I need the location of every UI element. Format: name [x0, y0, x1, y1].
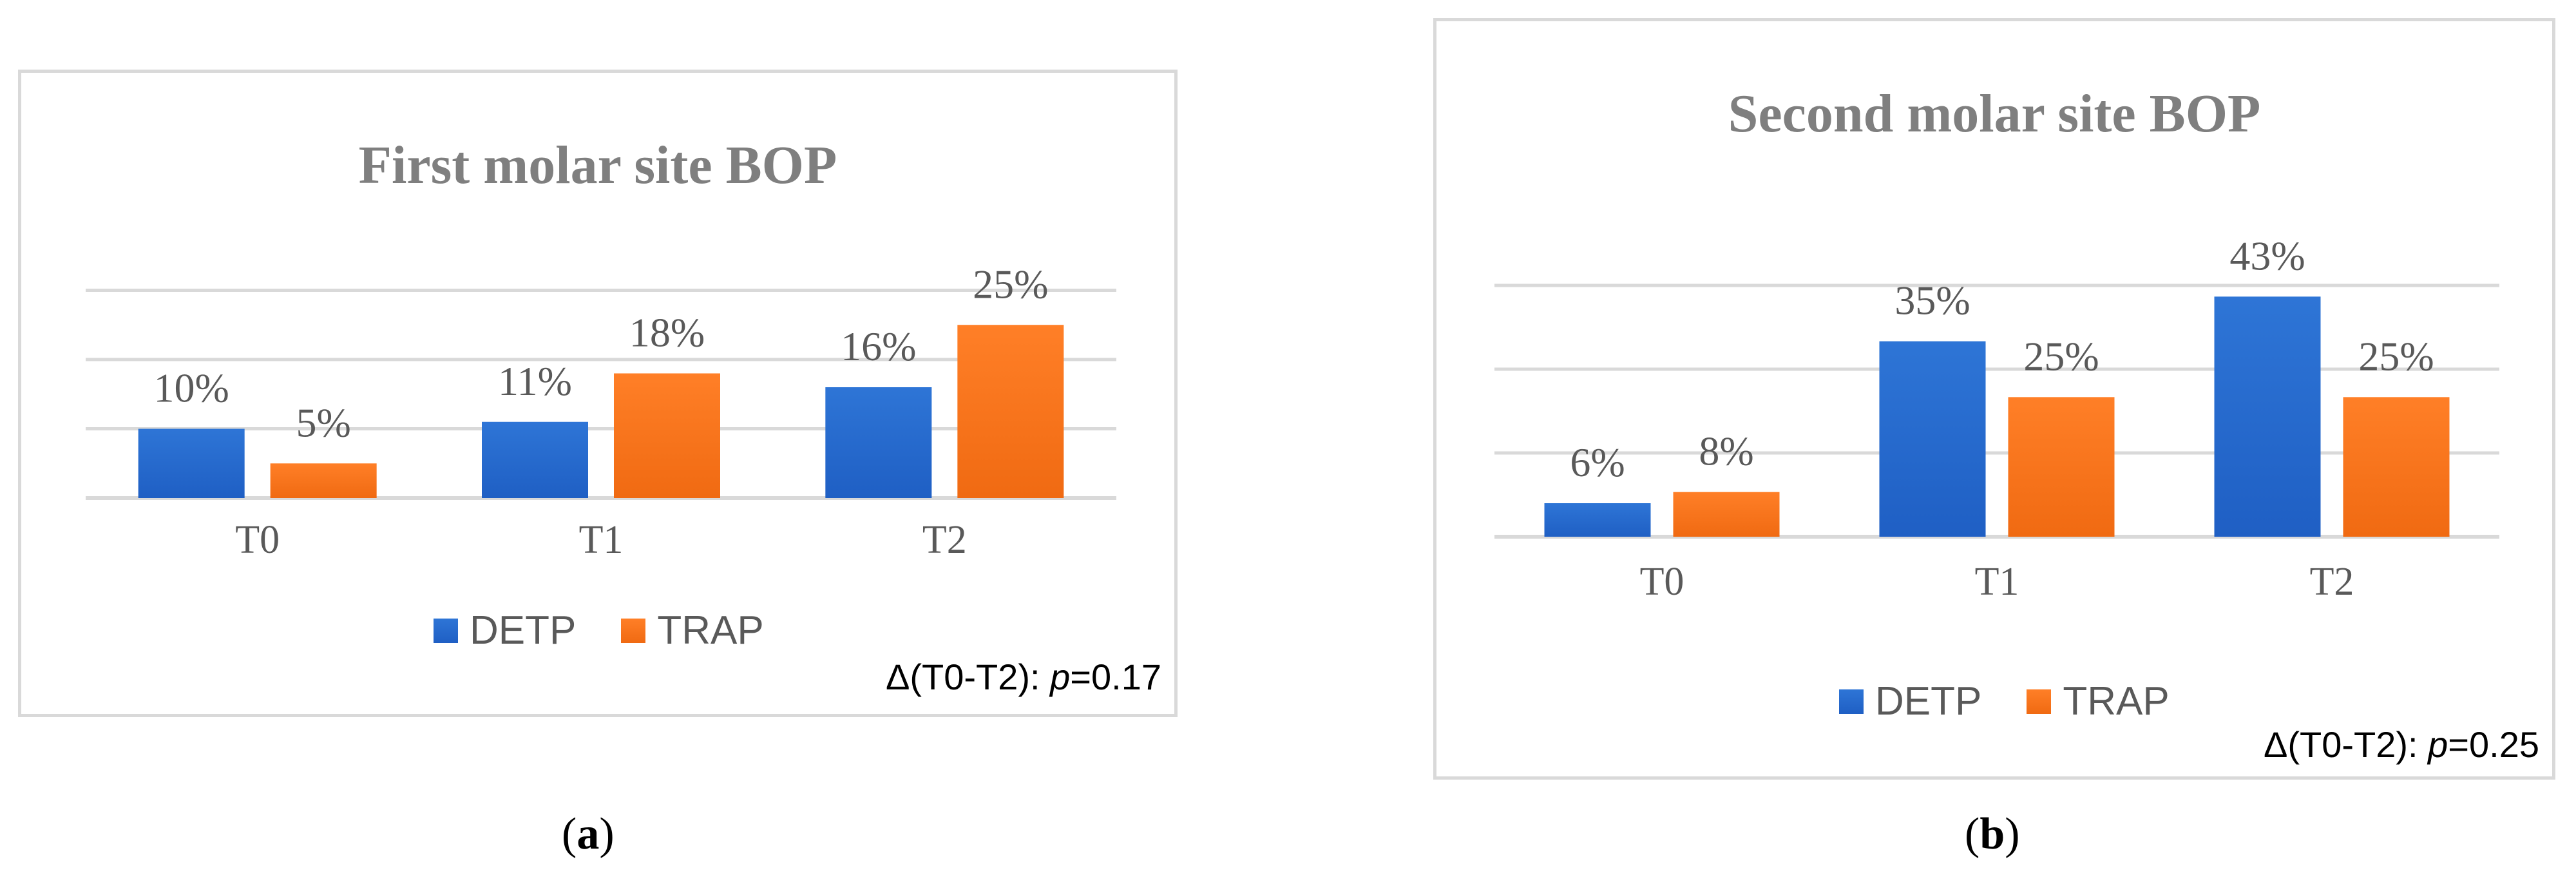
legend: DETP TRAP	[434, 608, 764, 653]
caption-a: (a)	[562, 809, 615, 860]
annotation-prefix: Δ(T0-T2):	[885, 657, 1051, 697]
x-tick-label: T2	[2310, 560, 2354, 604]
bar-trap	[614, 373, 720, 498]
bar-detp	[1879, 341, 1986, 537]
caption-close: )	[2005, 809, 2020, 859]
bar-detp	[138, 428, 245, 498]
significance-annotation: Δ(T0-T2): p=0.25	[2264, 724, 2539, 765]
bar-trap	[1673, 492, 1780, 537]
legend-item-detp: DETP	[1839, 678, 1981, 724]
data-label: 10%	[154, 365, 229, 411]
data-label: 16%	[841, 323, 916, 369]
x-tick-label: T0	[235, 518, 280, 562]
legend: DETP TRAP	[1839, 678, 2170, 724]
data-label: 6%	[1570, 439, 1625, 485]
legend-label-detp: DETP	[1875, 679, 1982, 724]
bar-trap	[270, 463, 377, 498]
legend-swatch-trap	[2027, 689, 2052, 714]
data-label: 5%	[296, 399, 351, 445]
data-label: 11%	[498, 358, 572, 404]
significance-annotation: Δ(T0-T2): p=0.17	[886, 656, 1161, 698]
data-label: 25%	[2358, 333, 2434, 379]
bar-detp	[825, 387, 932, 498]
legend-item-trap: TRAP	[2027, 678, 2170, 724]
bar-chart-a: T0 10% 5% T1 11% 18% T2 16% 25%	[86, 261, 1116, 562]
caption-open: (	[1965, 809, 1980, 859]
x-tick-label: T0	[1640, 560, 1684, 604]
data-label: 43%	[2229, 233, 2305, 278]
x-tick-label: T2	[922, 518, 967, 562]
data-label: 8%	[1699, 428, 1753, 474]
annotation-prefix: Δ(T0-T2):	[2263, 724, 2428, 765]
annotation-value: =0.17	[1070, 657, 1161, 697]
data-label: 35%	[1894, 278, 1970, 323]
legend-swatch-detp	[434, 618, 458, 643]
annotation-p: p	[1050, 657, 1071, 697]
bar-trap	[957, 325, 1064, 498]
bar-detp	[2214, 296, 2321, 537]
annotation-p: p	[2428, 724, 2448, 765]
data-label: 25%	[2023, 333, 2099, 379]
annotation-value: =0.25	[2448, 724, 2539, 765]
legend-label-trap: TRAP	[2063, 679, 2170, 724]
bar-chart-b: T0 6% 8% T1 35% 25% T2 43% 25%	[1494, 233, 2499, 604]
caption-open: (	[562, 809, 577, 859]
chart-title: First molar site BOP	[358, 135, 837, 195]
legend-swatch-trap	[621, 618, 646, 643]
data-label: 18%	[629, 310, 705, 356]
legend-item-trap: TRAP	[621, 608, 764, 653]
caption-letter: b	[1980, 809, 2005, 859]
x-tick-label: T1	[1975, 560, 2019, 604]
chart-panel-a: First molar site BOP T0 10% 5% T1 11% 18% T2 16…	[18, 70, 1178, 717]
bar-detp	[1544, 503, 1651, 537]
caption-close: )	[599, 809, 615, 859]
chart-title: Second molar site BOP	[1728, 84, 2261, 144]
caption-b: (b)	[1965, 809, 2020, 860]
legend-swatch-detp	[1839, 689, 1864, 714]
bar-trap	[2343, 397, 2450, 537]
legend-label-detp: DETP	[470, 608, 577, 653]
data-label: 25%	[973, 261, 1048, 307]
legend-label-trap: TRAP	[657, 608, 764, 653]
legend-item-detp: DETP	[434, 608, 576, 653]
chart-panel-b: Second molar site BOP T0 6% 8% T1 35% 25% T2 43…	[1433, 18, 2555, 780]
bar-trap	[2008, 397, 2115, 537]
x-tick-label: T1	[579, 518, 624, 562]
bar-detp	[482, 421, 588, 498]
caption-letter: a	[577, 809, 600, 859]
